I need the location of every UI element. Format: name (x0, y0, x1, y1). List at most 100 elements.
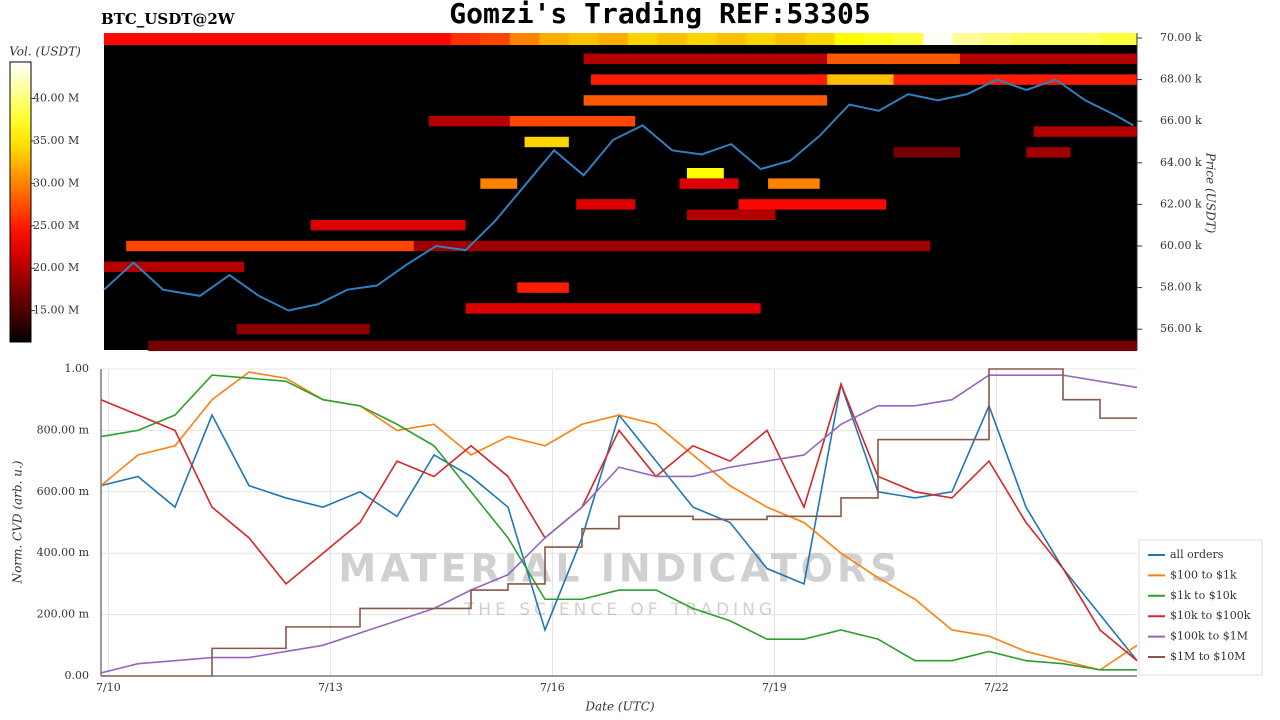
y-tick-label: 58.00 k (1160, 281, 1202, 294)
y-tick-label: 56.00 k (1160, 322, 1202, 335)
heatmap-cell (686, 167, 724, 179)
heatmap-cell (509, 115, 636, 127)
legend-label: $100k to $1M (1170, 630, 1248, 643)
series-line (100, 381, 1138, 662)
y-tick-label: 0.00 (65, 669, 90, 682)
colorbar-label: Vol. (USDT) (9, 45, 81, 59)
y-tick-label: 68.00 k (1160, 73, 1202, 86)
heatmap-cell (517, 282, 569, 293)
x-axis-label: Date (UTC) (584, 700, 654, 714)
volume-strip-cell (118, 33, 149, 45)
volume-strip-cell (539, 33, 570, 45)
volume-strip-cell (450, 33, 481, 45)
y-tick-label: 1.00 (65, 362, 90, 375)
heatmap-cell (104, 261, 245, 272)
volume-strip-cell (923, 33, 954, 45)
volume-strip-cell (657, 33, 688, 45)
legend-label: $100 to $1k (1170, 568, 1237, 581)
y-tick-label: 70.00 k (1160, 31, 1202, 44)
y-tick-label: 66.00 k (1160, 114, 1202, 127)
heatmap-cell (679, 178, 739, 189)
heatmap-cell (524, 136, 569, 148)
volume-strip-cell (332, 33, 363, 45)
volume-strip-cell (421, 33, 452, 45)
heatmap-cell (738, 199, 887, 210)
subtitle: BTC_USDT@2W (101, 10, 236, 28)
heatmap-cell (827, 74, 894, 85)
series-line (100, 371, 1138, 671)
heatmap-cell (480, 178, 518, 189)
volume-strip-cell (952, 33, 983, 45)
volume-strip-cell (303, 33, 334, 45)
volume-strip-cell (244, 33, 275, 45)
series-line (101, 368, 1137, 677)
legend-label: $1M to $10M (1170, 650, 1246, 663)
chart-title: Gomzi's Trading REF:53305 (449, 0, 870, 30)
heatmap-cell (126, 240, 414, 252)
volume-strip-cell (716, 33, 747, 45)
volume-strip-cell (1100, 33, 1125, 45)
volume-strip-cell (627, 33, 658, 45)
volume-strip-cell (1041, 33, 1072, 45)
heatmap-cell (583, 95, 828, 106)
series-line (100, 374, 1138, 674)
volume-strip-cell (181, 33, 216, 45)
x-tick-label: 7/16 (540, 681, 565, 694)
heatmap-cell (1026, 147, 1071, 158)
y-tick-label: 64.00 k (1160, 156, 1202, 169)
volume-strip-cell (391, 33, 422, 45)
volume-strip-cell (1124, 33, 1138, 45)
colorbar-tick-label: 35.00 M (33, 134, 79, 147)
volume-strip-cell (480, 33, 511, 45)
legend-label: $10k to $100k (1170, 609, 1251, 622)
volume-strip-cell (982, 33, 1013, 45)
colorbar-tick-label: 40.00 M (33, 91, 79, 104)
y-tick-label: 600.00 m (37, 485, 90, 498)
y-tick-label: 400.00 m (37, 546, 90, 559)
y-axis-label: Price (USDT) (1204, 152, 1218, 234)
colorbar-tick-label: 25.00 M (33, 219, 79, 232)
volume-strip-cell (568, 33, 599, 45)
y-tick-label: 62.00 k (1160, 197, 1202, 210)
watermark-subtitle: THE SCIENCE OF TRADING (463, 600, 776, 620)
colorbar-tick-label: 20.00 M (33, 261, 79, 274)
x-tick-label: 7/19 (762, 681, 787, 694)
legend-box (1138, 539, 1263, 676)
volume-strip-cell (1011, 33, 1042, 45)
volume-strip-cell (362, 33, 393, 45)
heatmap-cell (576, 199, 636, 210)
heatmap-cell (686, 209, 776, 220)
legend-label: all orders (1170, 548, 1224, 561)
colorbar (9, 61, 32, 343)
heatmap-cell (310, 219, 466, 231)
volume-strip-cell (686, 33, 717, 45)
x-tick-label: 7/22 (984, 681, 1009, 694)
volume-strip-cell (745, 33, 776, 45)
heatmap-cell (827, 53, 960, 64)
heatmap-cell (1033, 126, 1137, 137)
heatmap-cell (148, 340, 1137, 352)
heatmap-cell (465, 303, 761, 314)
volume-strip-cell (1070, 33, 1101, 45)
volume-strip-cell (775, 33, 806, 45)
heatmap-cell (768, 178, 820, 189)
watermark: MATERIAL INDICATORS (338, 547, 901, 591)
heatmap-cell (236, 323, 370, 335)
colorbar-tick-label: 30.00 M (33, 176, 79, 189)
volume-strip-cell (804, 33, 835, 45)
y-tick-label: 200.00 m (37, 608, 90, 621)
volume-strip-cell (273, 33, 304, 45)
heatmap-cell (893, 147, 960, 158)
price-line (103, 78, 1134, 312)
volume-strip-cell (863, 33, 895, 45)
volume-strip-cell (104, 33, 120, 45)
volume-strip-cell (893, 33, 924, 45)
volume-strip-cell (509, 33, 540, 45)
heatmap-cell (428, 115, 510, 127)
series-line (100, 374, 1137, 671)
legend-label: $1k to $10k (1170, 589, 1237, 602)
y-axis-label: Norm. CVD (arb. u.) (11, 460, 25, 584)
heatmap-background (104, 33, 1137, 350)
